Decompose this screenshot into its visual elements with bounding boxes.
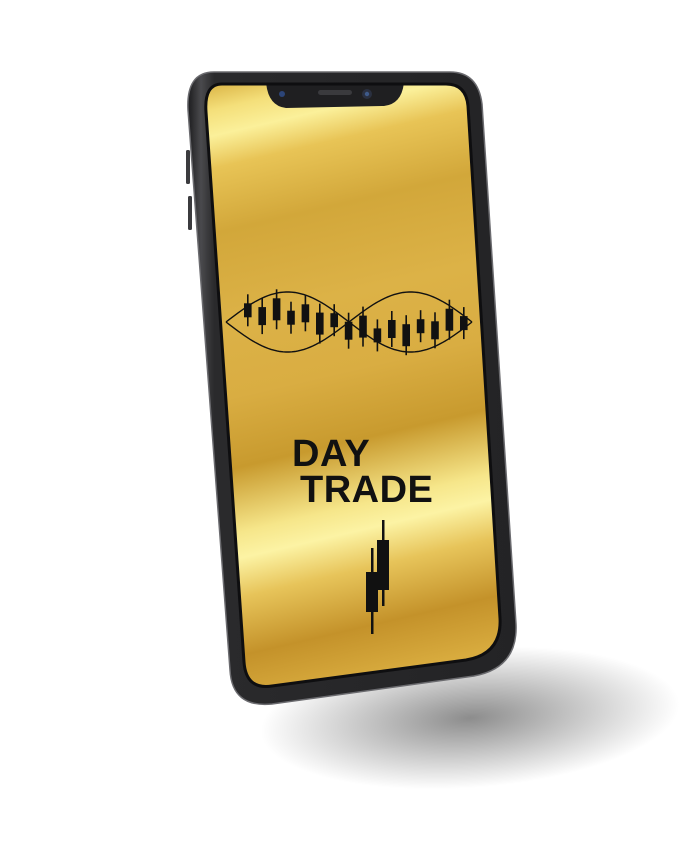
candle-body [316, 312, 324, 335]
candle-body [301, 304, 310, 323]
side-button-icon [186, 150, 190, 184]
candle-body [344, 321, 353, 340]
title-line-trade: TRADE [300, 469, 433, 511]
phone-screen: DAY TRADE [205, 84, 501, 687]
candle-body [287, 310, 295, 325]
candle-body [402, 324, 410, 347]
candle-body [373, 328, 382, 343]
sensor-icon [279, 91, 285, 97]
candle-body [272, 298, 281, 321]
candle-body [431, 321, 439, 340]
candlestick-wave-icon [225, 289, 473, 356]
side-button-icon [188, 196, 192, 230]
candlestick-pair-icon [366, 520, 389, 634]
candle-body [330, 313, 338, 328]
candle-body [460, 316, 468, 331]
title-line-day: DAY [292, 433, 370, 475]
candle-body [388, 320, 396, 338]
candle-body [244, 303, 252, 318]
candle-body [445, 308, 454, 331]
candle-body [416, 319, 425, 334]
candle-body [258, 307, 266, 326]
screen-edge [204, 82, 502, 688]
speaker-icon [318, 90, 352, 95]
candle-body [359, 315, 367, 338]
